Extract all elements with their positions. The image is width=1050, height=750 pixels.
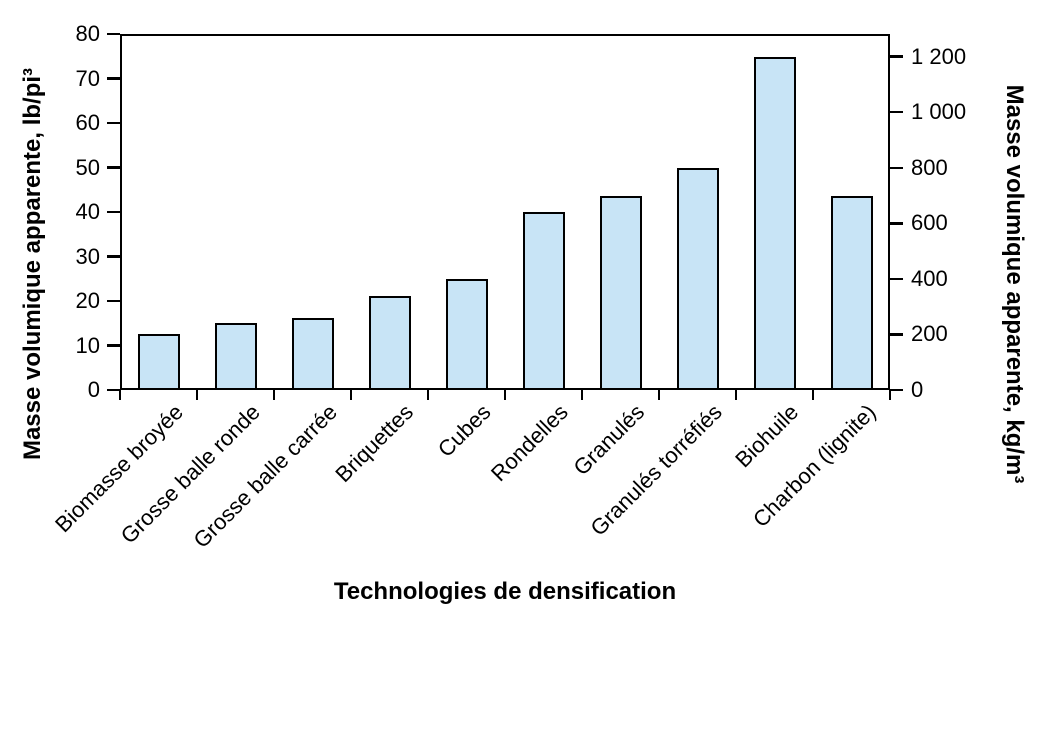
- bar-charbon-lignite-: [830, 195, 873, 390]
- right-axis-tick-label: 0: [911, 377, 924, 402]
- right-axis-tick-label: 400: [911, 265, 948, 291]
- left-axis-tick: [107, 121, 120, 125]
- x-axis-tick: [426, 390, 430, 400]
- left-axis-title: Masse volumique apparente, lb/pi³: [19, 67, 46, 461]
- left-axis-tick-label: 10: [75, 332, 100, 358]
- left-axis-tick-label: 50: [75, 154, 100, 180]
- right-axis-tick: [890, 222, 903, 225]
- x-axis-tick: [580, 390, 584, 400]
- right-axis-tick-label: 1 200: [911, 43, 967, 69]
- x-axis-tick: [811, 390, 815, 400]
- right-axis-tick: [890, 110, 903, 114]
- category-label: Grosse balle carrée: [188, 399, 342, 553]
- bar-grosse-balle-ronde: [214, 323, 257, 390]
- left-axis-tick: [107, 299, 120, 303]
- x-axis-tick: [349, 390, 353, 400]
- x-axis-tick: [195, 390, 199, 400]
- left-axis-tick-label: 40: [75, 199, 100, 224]
- left-axis-tick: [107, 344, 120, 347]
- left-axis-tick: [107, 210, 120, 214]
- right-axis-tick-label: 600: [911, 210, 948, 236]
- x-axis-tick: [272, 390, 276, 400]
- right-axis-tick: [890, 166, 903, 169]
- category-label: Rondelles: [485, 399, 573, 487]
- category-label: Cubes: [432, 399, 496, 462]
- left-axis-tick-label: 60: [75, 110, 100, 135]
- bar-biohuile: [753, 56, 796, 390]
- category-label: Granulés: [568, 399, 650, 481]
- x-axis-tick: [888, 390, 892, 400]
- left-axis-tick-label: 0: [87, 377, 100, 402]
- left-axis-tick: [107, 77, 120, 80]
- right-axis-tick: [890, 277, 903, 281]
- left-axis-tick-label: 20: [75, 288, 100, 313]
- bar-granul-s: [599, 195, 642, 390]
- left-axis-tick-label: 80: [75, 21, 100, 46]
- category-label: Grosse balle ronde: [115, 399, 265, 549]
- category-label: Biomasse broyée: [49, 399, 188, 538]
- left-axis-tick: [107, 255, 120, 258]
- bar-cubes: [445, 278, 488, 390]
- right-axis-tick-label: 800: [911, 154, 948, 180]
- x-axis-tick: [503, 390, 507, 400]
- right-axis-tick: [890, 333, 903, 336]
- right-axis-tick-label: 200: [911, 321, 948, 347]
- left-axis-tick-label: 30: [75, 243, 100, 269]
- left-axis-tick: [107, 388, 120, 392]
- x-axis-tick: [657, 390, 661, 400]
- bar-briquettes: [368, 295, 411, 390]
- x-axis-tick: [734, 390, 738, 400]
- left-axis-tick: [107, 166, 120, 169]
- bar-biomasse-broy-e: [137, 334, 180, 390]
- right-axis-tick-label: 1 000: [911, 99, 967, 125]
- right-axis-tick: [890, 55, 903, 58]
- bar-rondelles: [522, 212, 565, 390]
- bar-grosse-balle-carr-e: [291, 317, 334, 390]
- right-axis-title: Masse volumique apparente, kg/m³: [1001, 84, 1028, 484]
- right-axis-tick: [890, 388, 903, 392]
- left-axis-tick: [107, 32, 120, 36]
- x-axis-title: Technologies de densification: [333, 578, 677, 605]
- left-axis-tick-label: 70: [75, 65, 100, 91]
- category-label: Briquettes: [330, 399, 419, 488]
- x-axis-tick: [118, 390, 122, 400]
- category-label: Granulés torréfiés: [585, 399, 727, 541]
- bar-granul-s-torr-fi-s: [676, 167, 719, 390]
- category-label: Biohuile: [730, 399, 804, 473]
